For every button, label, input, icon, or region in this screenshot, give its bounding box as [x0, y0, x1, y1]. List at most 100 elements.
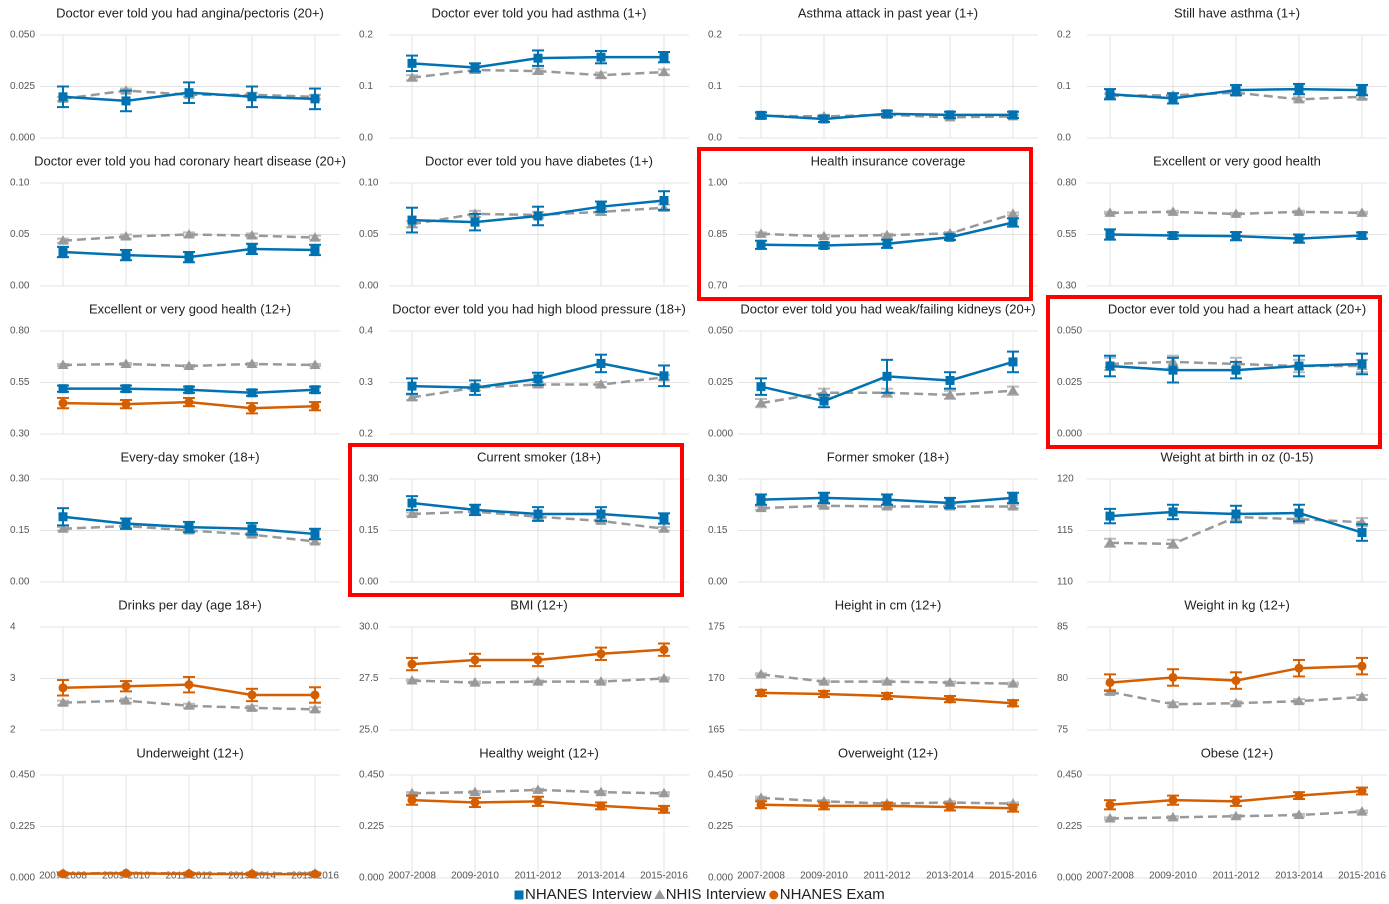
- point: [1007, 500, 1019, 511]
- point: [310, 401, 320, 411]
- point: [595, 786, 607, 797]
- point: [1008, 698, 1018, 708]
- point: [945, 802, 955, 812]
- y-tick-label: 0.15: [708, 525, 728, 536]
- x-tick-label: 2009-2010: [800, 871, 848, 882]
- y-tick-label: 80: [1057, 673, 1069, 684]
- point: [58, 683, 68, 693]
- point: [659, 645, 669, 655]
- point: [882, 801, 892, 811]
- panel-title: Doctor ever told you had coronary heart …: [34, 153, 346, 168]
- panel: Obese (12+) 0.000 0.225 0.450 2007-2008 2009-…: [1057, 745, 1387, 884]
- point: [310, 869, 320, 879]
- point: [756, 240, 766, 250]
- panel: Excellent or very good health (12+) 0.30 0…: [10, 301, 340, 440]
- y-tick-label: 0.450: [1057, 770, 1082, 781]
- panel: Drinks per day (age 18+) 2 3 4: [10, 597, 340, 736]
- y-tick-label: 0.1: [1057, 81, 1071, 92]
- point: [247, 869, 257, 879]
- y-tick-label: 115: [1057, 525, 1073, 536]
- point: [595, 676, 607, 686]
- point: [1168, 672, 1178, 682]
- panel-title: Former smoker (18+): [827, 449, 949, 464]
- point: [533, 374, 543, 384]
- y-tick-label: 0.0: [1057, 133, 1071, 144]
- y-tick-label: 0.000: [359, 873, 384, 884]
- panel-title: Healthy weight (12+): [479, 745, 599, 760]
- panel-title: Current smoker (18+): [477, 449, 601, 464]
- point: [470, 62, 480, 72]
- panel: Weight in kg (12+) 75 80 85: [1057, 597, 1387, 736]
- panel-title: Doctor ever told you have diabetes (1+): [425, 153, 653, 168]
- point: [945, 110, 955, 120]
- y-tick-label: 30.0: [359, 622, 379, 633]
- point: [658, 787, 670, 798]
- y-tick-label: 0.1: [359, 81, 373, 92]
- legend: NHANES Interview NHIS Interview NHANES Exa…: [514, 886, 885, 903]
- point: [658, 673, 670, 683]
- point: [1231, 85, 1241, 95]
- point: [407, 381, 417, 391]
- point: [1294, 361, 1304, 371]
- panel: Weight at birth in oz (0-15) 110 115 120: [1057, 449, 1387, 588]
- point: [247, 92, 257, 102]
- y-tick-label: 0.025: [1057, 377, 1082, 388]
- point: [882, 239, 892, 249]
- point: [819, 240, 829, 250]
- point: [818, 500, 830, 510]
- point: [658, 523, 670, 533]
- y-tick-label: 0.00: [10, 577, 30, 588]
- point: [1230, 208, 1242, 218]
- point: [58, 398, 68, 408]
- point: [1105, 678, 1115, 688]
- panel: Doctor ever told you had a heart attack …: [1046, 295, 1387, 449]
- y-tick-label: 0.00: [708, 577, 728, 588]
- y-tick-label: 0.000: [1057, 873, 1082, 884]
- point: [406, 508, 418, 519]
- x-tick-label: 2007-2008: [1086, 871, 1134, 882]
- point: [1357, 231, 1367, 241]
- y-tick-label: 0.85: [708, 229, 728, 240]
- point: [882, 371, 892, 381]
- panel: Doctor ever told you had asthma (1+) 0.0 0…: [359, 5, 689, 144]
- y-tick-label: 0.3: [359, 377, 373, 388]
- point: [532, 676, 544, 686]
- y-tick-label: 170: [708, 673, 725, 684]
- y-tick-label: 0.025: [10, 81, 35, 92]
- y-tick-label: 0.450: [10, 770, 35, 781]
- point: [1105, 89, 1115, 99]
- y-tick-label: 165: [708, 725, 725, 736]
- point: [1357, 359, 1367, 369]
- panel: Former smoker (18+) 0.00 0.15 0.30: [708, 449, 1038, 588]
- point: [57, 697, 69, 707]
- y-tick-label: 0.55: [1057, 229, 1077, 240]
- point: [184, 397, 194, 407]
- point: [1008, 357, 1018, 367]
- point: [1007, 385, 1019, 395]
- point: [596, 649, 606, 659]
- point: [310, 94, 320, 104]
- y-tick-label: 85: [1057, 622, 1069, 633]
- point: [755, 668, 767, 679]
- y-tick-label: 0.55: [10, 377, 30, 388]
- point: [1008, 110, 1018, 120]
- point: [1294, 663, 1304, 673]
- y-tick-label: 0.450: [708, 770, 733, 781]
- point: [407, 215, 417, 225]
- point: [1008, 803, 1018, 813]
- point: [1105, 361, 1115, 371]
- y-tick-label: 0.80: [1057, 178, 1077, 189]
- y-tick-label: 0.30: [10, 429, 30, 440]
- point: [1104, 537, 1116, 547]
- point: [819, 114, 829, 124]
- point: [944, 389, 956, 399]
- y-tick-label: 175: [708, 622, 725, 633]
- y-tick-label: 0.10: [10, 178, 30, 189]
- panel-title: Weight in kg (12+): [1184, 597, 1290, 612]
- point: [756, 800, 766, 810]
- y-tick-label: 0.225: [10, 821, 35, 832]
- panel-title: Height in cm (12+): [835, 597, 942, 612]
- point: [121, 399, 131, 409]
- x-tick-label: 2007-2008: [388, 871, 436, 882]
- point: [1294, 791, 1304, 801]
